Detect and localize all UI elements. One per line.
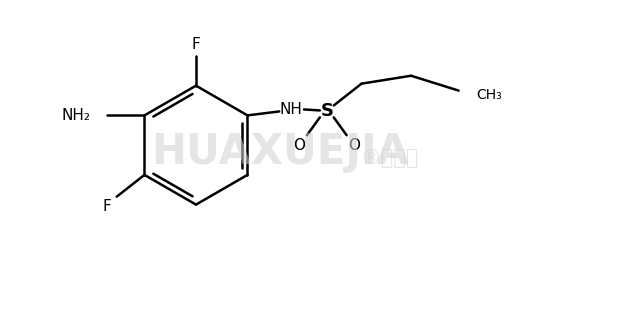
Text: NH₂: NH₂ <box>62 108 91 123</box>
Text: NH: NH <box>280 102 302 117</box>
Text: F: F <box>192 36 201 52</box>
Text: O: O <box>293 138 305 153</box>
Text: ®化学加: ®化学加 <box>360 148 418 168</box>
Text: S: S <box>320 102 333 120</box>
Text: CH₃: CH₃ <box>476 88 502 101</box>
Text: F: F <box>102 199 111 214</box>
Text: HUAXUEJIA: HUAXUEJIA <box>151 131 409 173</box>
Text: O: O <box>349 138 360 153</box>
